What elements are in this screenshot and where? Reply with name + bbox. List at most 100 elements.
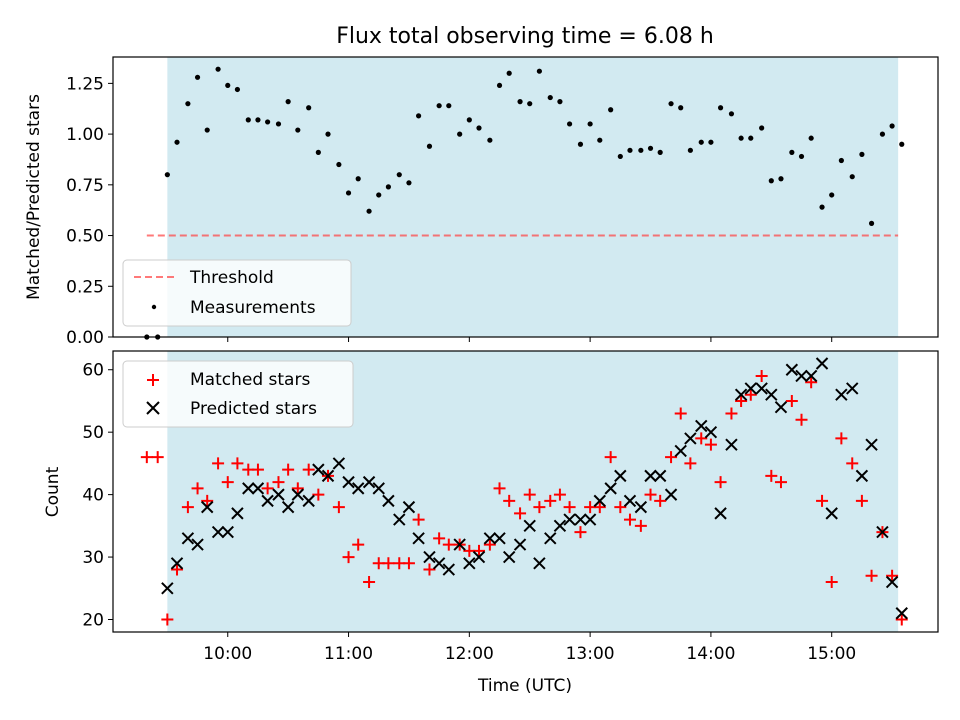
- top-axes-frame: [112, 56, 939, 338]
- measurements-point: [899, 141, 905, 147]
- measurements-point: [698, 139, 704, 145]
- measurements-point: [446, 103, 452, 109]
- measurements-point: [476, 125, 482, 131]
- predicted-stars-point: [231, 507, 244, 520]
- predicted-stars-point: [221, 525, 234, 539]
- matched-stars-point: [865, 569, 878, 582]
- matched-stars-point: [725, 407, 738, 420]
- bottom-legend: Matched stars Predicted stars: [122, 360, 354, 428]
- measurements-point: [717, 105, 724, 111]
- measurements-point: [768, 178, 774, 184]
- matched-stars-point: [695, 432, 708, 445]
- predicted-stars-point: [774, 400, 788, 414]
- predicted-stars-point: [684, 432, 697, 445]
- predicted-stars-point: [825, 507, 838, 520]
- measurements-point: [204, 127, 210, 133]
- matched-stars-point: [785, 394, 798, 407]
- measurements-point: [819, 204, 825, 210]
- matched-stars-point: [261, 482, 274, 495]
- bottom-xtick-label: 10:00: [203, 644, 252, 664]
- matched-stars-point: [846, 457, 859, 470]
- matched-stars-point: [886, 569, 899, 582]
- predicted-stars-point: [593, 494, 606, 508]
- measurements-point: [536, 68, 542, 74]
- measurements-point: [345, 190, 352, 196]
- predicted-stars-point: [362, 475, 376, 489]
- measurements-point: [396, 172, 402, 178]
- matched-stars-point: [604, 451, 617, 464]
- bottom-ytick-label: 40: [82, 486, 104, 506]
- matched-stars-point: [442, 538, 455, 551]
- matched-legend-label: Matched stars: [190, 370, 310, 390]
- matched-stars-point: [291, 482, 304, 495]
- measurements-point: [376, 192, 382, 198]
- measurements-point: [557, 99, 563, 105]
- predicted-stars-point: [281, 500, 295, 514]
- measurements-point: [366, 208, 372, 214]
- matched-stars-point: [825, 576, 838, 589]
- measurements-point: [778, 176, 784, 182]
- matched-stars-point: [816, 494, 829, 507]
- bottom-xtick-label: 12:00: [445, 644, 494, 664]
- predicted-stars-point: [382, 494, 395, 508]
- measurements-point: [436, 103, 442, 109]
- predicted-stars-point: [161, 582, 174, 595]
- measurements-point: [275, 121, 282, 127]
- bottom-ytick-label: 20: [82, 611, 104, 631]
- predicted-stars-point: [695, 419, 708, 433]
- predicted-stars-point: [463, 557, 476, 570]
- measurements-point: [306, 105, 312, 111]
- measurements-point: [627, 147, 633, 153]
- measurements-point: [617, 153, 623, 160]
- predicted-stars-point: [634, 500, 648, 514]
- measurements-point: [234, 86, 241, 93]
- measurements-point: [466, 117, 472, 123]
- bottom-ylabel: Count: [43, 466, 63, 517]
- matched-stars-point: [161, 613, 174, 626]
- matched-stars-point: [140, 451, 153, 464]
- measurements-point: [638, 147, 644, 153]
- matched-stars-point: [735, 394, 748, 407]
- predicted-stars-point: [664, 488, 678, 501]
- predicted-stars-point: [261, 494, 274, 508]
- matched-stars-point: [704, 438, 717, 451]
- measurements-point: [647, 145, 654, 151]
- predicted-stars-point: [442, 563, 456, 576]
- predicted-stars-point: [644, 469, 657, 483]
- predicted-stars-point: [725, 438, 738, 451]
- measurements-point: [808, 135, 814, 141]
- measurements-point: [457, 131, 463, 137]
- matched-stars-point: [714, 476, 727, 489]
- matched-stars-point: [352, 538, 365, 551]
- matched-stars-point: [665, 451, 678, 464]
- predicted-stars-point: [191, 538, 204, 551]
- predicted-stars-point: [674, 444, 687, 458]
- matched-stars-point: [433, 532, 446, 545]
- predicted-stars-point: [785, 363, 799, 376]
- predicted-stars-point: [623, 494, 637, 508]
- measurements-point: [185, 101, 191, 107]
- top-ytick-label: 0.00: [66, 328, 104, 348]
- bottom-xtick-label: 11:00: [324, 644, 373, 664]
- predicted-stars-point: [432, 557, 446, 570]
- predicted-legend-swatch: [146, 401, 160, 415]
- measurements-point: [657, 149, 663, 155]
- measurements-point: [164, 172, 170, 178]
- matched-stars-point: [503, 494, 516, 507]
- measurements-point: [759, 125, 765, 131]
- matched-stars-point: [472, 544, 485, 557]
- matched-stars-point: [553, 488, 566, 501]
- measurements-point: [517, 99, 523, 105]
- bottom-ytick-label: 50: [82, 423, 104, 443]
- predicted-stars-point: [402, 500, 416, 514]
- measurements-point: [295, 127, 301, 133]
- matched-stars-point: [593, 501, 606, 514]
- bottom-xtick-label: 14:00: [686, 644, 735, 664]
- predicted-stars-point: [765, 388, 778, 401]
- top-ytick-label: 0.75: [66, 176, 104, 196]
- matched-stars-point: [574, 526, 587, 539]
- measurements-point: [406, 180, 412, 186]
- predicted-legend-label: Predicted stars: [190, 399, 317, 419]
- measurements-point: [838, 157, 844, 164]
- measurements-point: [748, 135, 754, 141]
